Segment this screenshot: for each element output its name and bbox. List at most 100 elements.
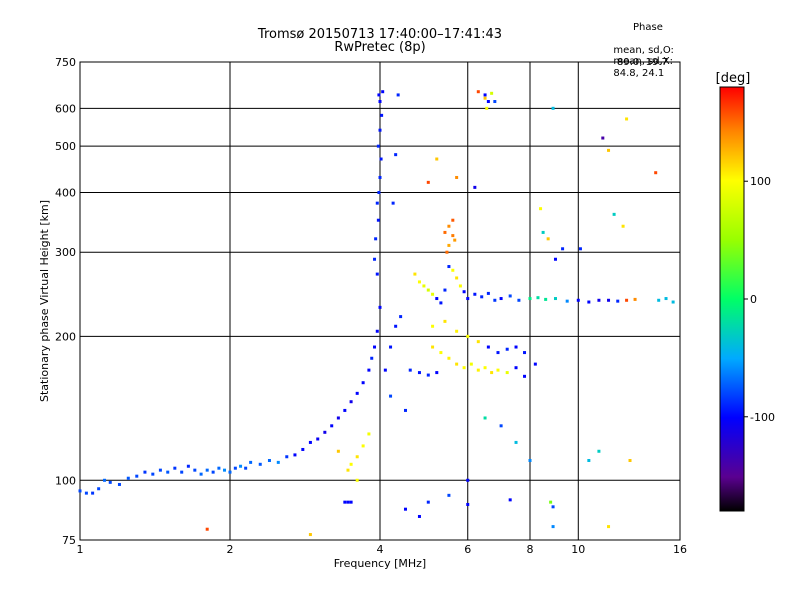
data-point bbox=[597, 298, 601, 302]
data-point bbox=[378, 128, 382, 132]
data-point bbox=[607, 525, 611, 529]
data-point bbox=[551, 525, 555, 529]
y-tick-label: 600 bbox=[55, 102, 76, 115]
phase-info-o-label: mean, sd,O: bbox=[613, 45, 674, 56]
data-point bbox=[486, 345, 490, 349]
data-point bbox=[612, 212, 616, 216]
data-point bbox=[389, 394, 393, 398]
data-point bbox=[267, 458, 271, 462]
data-point bbox=[103, 478, 107, 482]
data-point bbox=[135, 474, 139, 478]
x-tick-label: 1 bbox=[77, 543, 84, 556]
data-point bbox=[223, 468, 227, 472]
data-point bbox=[431, 345, 435, 349]
data-point bbox=[517, 298, 521, 302]
data-point bbox=[473, 292, 477, 296]
y-axis-ticks: 75 100 200 300 400 500 600 750 bbox=[55, 56, 76, 547]
phase-info-heading: Phase bbox=[633, 22, 663, 33]
data-point bbox=[383, 368, 387, 372]
data-point bbox=[330, 424, 334, 428]
data-point bbox=[117, 482, 121, 486]
data-point bbox=[485, 106, 489, 110]
data-point bbox=[499, 424, 503, 428]
y-tick-label: 500 bbox=[55, 140, 76, 153]
data-point bbox=[403, 408, 407, 412]
data-point bbox=[375, 272, 379, 276]
chart-title: Tromsø 20150713 17:40:00–17:41:43 bbox=[257, 27, 503, 42]
data-point bbox=[576, 298, 580, 302]
data-point bbox=[376, 218, 380, 222]
data-point bbox=[476, 90, 480, 94]
data-point bbox=[523, 351, 527, 355]
data-point bbox=[508, 294, 512, 298]
data-point bbox=[601, 136, 605, 140]
x-tick-label: 2 bbox=[227, 543, 234, 556]
data-point bbox=[628, 458, 632, 462]
data-point bbox=[391, 201, 395, 205]
data-point bbox=[349, 400, 353, 404]
data-point bbox=[91, 491, 95, 495]
data-point bbox=[654, 171, 658, 175]
data-point bbox=[473, 185, 477, 189]
data-point bbox=[258, 462, 262, 466]
data-point bbox=[462, 290, 466, 294]
data-point bbox=[451, 218, 455, 222]
data-point bbox=[447, 243, 451, 247]
data-point bbox=[607, 298, 611, 302]
data-point bbox=[458, 284, 462, 288]
data-point bbox=[466, 297, 470, 301]
data-point bbox=[211, 470, 215, 474]
data-point bbox=[426, 500, 430, 504]
data-point bbox=[587, 458, 591, 462]
y-tick-label: 300 bbox=[55, 246, 76, 259]
colorbar-tick-label: -100 bbox=[750, 411, 775, 424]
data-point bbox=[455, 362, 459, 366]
data-point bbox=[380, 113, 384, 117]
data-point bbox=[408, 368, 412, 372]
data-point bbox=[439, 351, 443, 355]
data-point bbox=[561, 247, 565, 251]
data-point bbox=[431, 292, 435, 296]
data-point bbox=[496, 351, 500, 355]
data-point bbox=[375, 329, 379, 333]
data-point bbox=[451, 234, 455, 238]
colorbar bbox=[719, 86, 745, 512]
data-point bbox=[466, 502, 470, 506]
data-point bbox=[367, 368, 371, 372]
data-point bbox=[308, 533, 312, 537]
data-point bbox=[431, 324, 435, 328]
data-point bbox=[346, 468, 350, 472]
data-point bbox=[378, 100, 382, 104]
data-point bbox=[633, 297, 637, 301]
data-point bbox=[361, 444, 365, 448]
phase-info-o-row: mean, sd,O: -89.0, 19.7 bbox=[607, 33, 674, 69]
data-point bbox=[546, 237, 550, 241]
data-point bbox=[455, 175, 459, 179]
data-point bbox=[377, 93, 381, 97]
data-point bbox=[378, 305, 382, 309]
data-point bbox=[621, 224, 625, 228]
data-point bbox=[355, 455, 359, 459]
data-point bbox=[486, 291, 490, 295]
x-tick-label: 6 bbox=[464, 543, 471, 556]
data-point bbox=[399, 315, 403, 319]
data-point bbox=[514, 366, 518, 370]
data-point bbox=[483, 366, 487, 370]
data-point bbox=[499, 297, 503, 301]
data-point bbox=[496, 368, 500, 372]
data-point bbox=[349, 462, 353, 466]
data-point bbox=[205, 527, 209, 531]
data-point bbox=[435, 157, 439, 161]
data-point bbox=[426, 180, 430, 184]
data-point bbox=[508, 498, 512, 502]
data-point bbox=[276, 460, 280, 464]
data-point bbox=[426, 373, 430, 377]
y-tick-label: 75 bbox=[62, 534, 76, 547]
data-point bbox=[483, 93, 487, 97]
data-point bbox=[426, 288, 430, 292]
data-point bbox=[493, 298, 497, 302]
data-point bbox=[381, 90, 385, 94]
data-point bbox=[343, 408, 347, 412]
x-axis-ticks: 1 2 4 6 8 10 16 bbox=[77, 543, 688, 556]
data-point bbox=[455, 329, 459, 333]
